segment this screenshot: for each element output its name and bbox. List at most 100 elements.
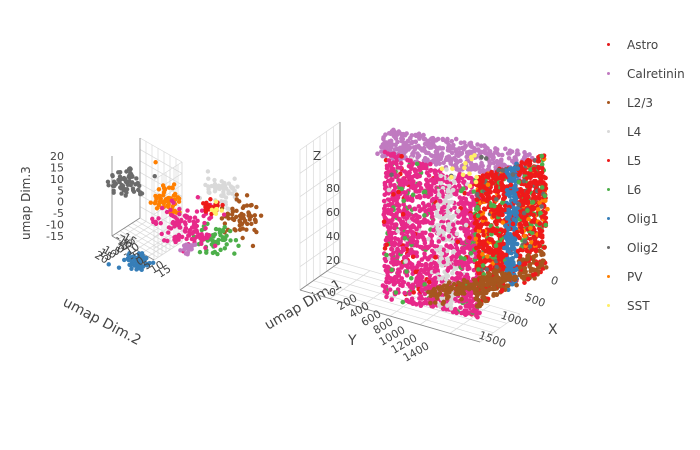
spatial-point-right	[503, 252, 509, 258]
umap-point-l23	[252, 213, 258, 218]
spatial-point-top	[449, 138, 455, 144]
spatial-point-left	[397, 208, 402, 214]
spatial-point-left	[453, 260, 459, 266]
spatial-point-bottom	[473, 290, 478, 296]
umap-point-l23	[233, 214, 239, 220]
legend-item[interactable]: L2/3	[600, 88, 700, 117]
spatial-point-left	[426, 244, 432, 250]
umap-point-pink	[185, 208, 190, 213]
spatial-point-left	[426, 202, 431, 208]
spatial-point-top	[457, 167, 462, 173]
spatial-point-left	[460, 218, 465, 223]
spatial-point-misc	[389, 172, 394, 178]
spatial-point-right	[520, 257, 526, 262]
legend-item[interactable]: L6	[600, 175, 700, 204]
spatial-point-bottom	[441, 287, 447, 293]
legend-item[interactable]: L5	[600, 146, 700, 175]
spatial-point-top	[405, 138, 411, 144]
legend-swatch	[607, 130, 610, 133]
umap-point-l6	[228, 238, 233, 243]
spatial-point-right	[529, 204, 535, 210]
spatial-point-left	[381, 219, 387, 225]
spatial-point-left	[458, 272, 464, 278]
spatial-point-left	[407, 284, 413, 289]
spatial-point-left	[468, 212, 473, 218]
spatial-point-left	[427, 232, 433, 238]
umap-z-tick: -5	[53, 207, 64, 220]
spatial-point-left	[438, 173, 444, 179]
spatial-point-bottom	[492, 285, 498, 291]
umap-point-l23	[247, 217, 252, 222]
umap-point-l23	[240, 205, 246, 211]
spatial-point-left	[429, 239, 435, 244]
spatial-point-top	[422, 148, 428, 154]
spatial-point-left	[392, 242, 397, 248]
umap-point-pink	[169, 198, 175, 204]
spatial-point-left	[410, 254, 416, 260]
spatial-point-left	[430, 220, 435, 226]
spatial-point-right	[535, 159, 541, 164]
legend-item[interactable]: Calretinin	[600, 59, 700, 88]
spatial-scene[interactable]: 2040608002004006008001000120014000500100…	[299, 121, 560, 365]
spatial-point-top	[417, 136, 422, 141]
spatial-point-right	[506, 178, 512, 183]
legend-item[interactable]: L4	[600, 117, 700, 146]
umap-point-pink	[172, 224, 177, 229]
umap-z-tick: 5	[57, 184, 64, 197]
spatial-point-left	[398, 161, 404, 166]
spatial-point-left	[460, 186, 466, 191]
spatial-point-right	[525, 199, 531, 205]
spatial-point-left	[468, 251, 474, 256]
spatial-point-left	[406, 163, 412, 169]
umap-point-olig1	[122, 257, 127, 263]
umap-point-olig1	[116, 265, 122, 270]
umap-z-tick: 0	[57, 196, 64, 209]
umap-scene[interactable]: -15-10-505101520-15-10-505101520-15-10-5…	[19, 137, 345, 349]
spatial-point-right	[493, 243, 499, 249]
legend-item[interactable]: Olig2	[600, 233, 700, 262]
umap-point-l5	[201, 201, 206, 206]
legend-item[interactable]: PV	[600, 262, 700, 291]
spatial-point-left	[462, 262, 468, 267]
spatial-points	[375, 127, 550, 320]
spatial-point-left	[396, 177, 401, 183]
umap-point-pink	[160, 205, 165, 211]
spatial-point-left	[382, 246, 388, 251]
spatial-point-left	[413, 212, 419, 218]
spatial-point-right	[480, 246, 486, 251]
spatial-point-left	[458, 255, 464, 260]
spatial-point-right	[532, 268, 538, 273]
spatial-point-left	[381, 198, 387, 204]
spatial-point-left	[424, 170, 430, 176]
umap-point-l23	[249, 221, 254, 227]
spatial-point-top	[381, 143, 386, 149]
spatial-point-right	[538, 210, 543, 216]
spatial-point-left	[399, 154, 404, 159]
legend-item[interactable]: Olig1	[600, 204, 700, 233]
spatial-point-left	[460, 212, 466, 218]
umap-y-axis-title: umap Dim.2	[60, 294, 144, 349]
spatial-point-left	[414, 189, 420, 194]
spatial-point-left	[414, 243, 420, 248]
spatial-point-left	[432, 168, 438, 173]
umap-point-l23	[234, 192, 239, 197]
umap-point-olig2	[122, 177, 128, 182]
spatial-point-bottom	[488, 278, 494, 283]
legend-item[interactable]: Astro	[600, 30, 700, 59]
spatial-point-misc	[496, 167, 501, 173]
legend-item[interactable]: SST	[600, 291, 700, 320]
legend-label: L4	[627, 124, 642, 139]
spatial-point-misc	[463, 160, 468, 166]
umap-point-l23	[232, 227, 237, 232]
spatial-point-left	[414, 234, 420, 240]
spatial-point-top	[493, 164, 498, 170]
spatial-point-top	[468, 167, 474, 172]
spatial-point-bottom	[440, 301, 446, 306]
spatial-point-right	[519, 214, 525, 220]
spatial-point-right	[516, 172, 522, 178]
spatial-point-misc	[474, 174, 479, 180]
spatial-point-left	[395, 237, 401, 242]
spatial-point-misc	[449, 174, 454, 180]
spatial-point-left	[446, 233, 452, 239]
